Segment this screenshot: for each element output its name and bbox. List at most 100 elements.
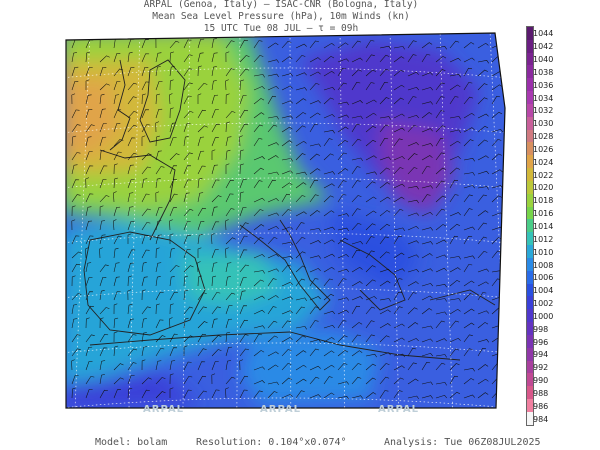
wind-barb xyxy=(435,125,446,133)
wind-barb xyxy=(351,296,363,301)
wind-barb xyxy=(379,223,391,231)
wind-barb xyxy=(225,193,234,203)
wind-barb xyxy=(197,93,202,104)
wind-barb xyxy=(211,349,222,357)
wind-barb xyxy=(295,306,305,315)
wind-barb xyxy=(281,349,292,357)
wind-barb xyxy=(113,317,119,329)
wind-barb xyxy=(309,179,319,189)
wind-barb xyxy=(365,320,375,329)
wind-barb xyxy=(393,268,405,273)
wind-barb xyxy=(281,209,292,217)
wind-barb xyxy=(211,164,218,175)
wind-barb xyxy=(393,235,403,245)
wind-barb xyxy=(365,353,377,358)
wind-barb xyxy=(267,236,278,245)
wind-barb xyxy=(379,137,389,147)
wind-barb xyxy=(463,334,473,343)
colorbar-label: 986 xyxy=(533,401,549,411)
wind-barb xyxy=(253,237,264,245)
wind-barb xyxy=(407,281,419,287)
wind-barb xyxy=(379,156,392,161)
wind-barb xyxy=(435,298,447,302)
wind-barb xyxy=(197,109,206,119)
wind-barb xyxy=(99,195,110,203)
wind-barb xyxy=(197,38,205,49)
wind-barb xyxy=(323,97,334,105)
wind-barb xyxy=(169,66,175,77)
wind-barb xyxy=(225,163,230,174)
wind-barb xyxy=(155,52,162,63)
wind-barb xyxy=(435,320,445,329)
wind-barb xyxy=(379,309,391,315)
wind-barb xyxy=(239,149,244,161)
wind-barb xyxy=(421,325,433,330)
wind-barb xyxy=(351,123,361,133)
wind-barb xyxy=(141,262,147,273)
wind-barb xyxy=(155,166,165,175)
wind-barb xyxy=(127,96,137,105)
wind-barb xyxy=(435,239,447,245)
wind-barb xyxy=(323,183,335,189)
wind-barb xyxy=(113,94,120,105)
wind-barb xyxy=(155,121,160,133)
wind-barb xyxy=(267,116,279,120)
colorbar-label: 990 xyxy=(533,376,549,386)
wind-barb xyxy=(323,86,336,91)
wind-barb xyxy=(421,128,433,133)
wind-barb xyxy=(365,155,377,161)
wind-barb xyxy=(365,82,375,91)
wind-barb xyxy=(351,166,361,175)
wind-barb xyxy=(71,387,76,399)
wind-barb xyxy=(337,180,347,189)
wind-barb xyxy=(141,377,152,385)
wind-barb xyxy=(113,345,119,357)
wind-barb xyxy=(337,278,347,287)
wind-barb xyxy=(239,79,244,91)
wind-barb xyxy=(365,250,375,259)
wind-barb xyxy=(127,262,134,273)
colorbar-label: 1024 xyxy=(533,157,554,167)
colorbar-swatch xyxy=(527,78,533,92)
wind-barb xyxy=(407,124,418,133)
wind-barb xyxy=(169,333,178,343)
wind-barb xyxy=(225,179,234,189)
wind-barb xyxy=(141,135,146,146)
wind-barb xyxy=(71,66,79,77)
wind-barb xyxy=(141,166,151,175)
colorbar-label: 1026 xyxy=(533,144,554,154)
colorbar-swatch xyxy=(527,65,533,79)
wind-barb xyxy=(309,268,321,273)
wind-barb xyxy=(225,219,229,231)
wind-barb xyxy=(351,208,361,217)
wind-barb xyxy=(267,320,278,329)
wind-barb xyxy=(379,376,390,385)
wind-barb xyxy=(141,389,150,399)
wind-barb xyxy=(477,139,488,147)
wind-barb xyxy=(183,123,191,133)
wind-barb xyxy=(393,69,405,77)
wind-barb xyxy=(407,338,419,343)
wind-barb xyxy=(169,265,180,273)
wind-barb xyxy=(337,67,347,77)
wind-barb xyxy=(169,107,174,119)
wind-barb xyxy=(113,219,117,231)
wind-barb xyxy=(267,306,277,315)
colorbar-label: 1032 xyxy=(533,106,554,116)
wind-barb xyxy=(71,219,76,231)
colorbar-swatch xyxy=(527,334,533,348)
wind-barb xyxy=(239,305,248,315)
wind-barb xyxy=(407,225,419,231)
wind-barb xyxy=(393,196,405,203)
wind-barb xyxy=(197,136,205,147)
wind-barb xyxy=(183,265,194,273)
wind-barb xyxy=(463,280,475,287)
wind-barb xyxy=(295,335,306,343)
wind-barb xyxy=(113,331,118,343)
wind-barb xyxy=(407,362,417,371)
wind-barb xyxy=(393,156,405,161)
wind-barb xyxy=(435,267,447,273)
wind-barb xyxy=(379,81,389,91)
wind-barb xyxy=(253,270,265,274)
wind-barb xyxy=(155,247,160,259)
